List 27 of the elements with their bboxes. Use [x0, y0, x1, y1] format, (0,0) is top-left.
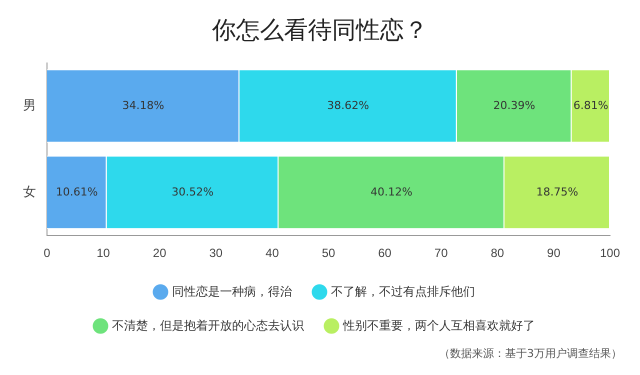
data-label: 30.52%: [172, 185, 214, 198]
x-tick-label: 30: [209, 246, 223, 260]
x-tick-label: 100: [600, 246, 620, 260]
y-tick-label: 女: [23, 184, 36, 199]
text: （数据来源：基于3万用户调查结果）: [439, 346, 622, 361]
legend-label: 不了解，不过有点排斥他们: [331, 284, 475, 298]
x-tick-label: 70: [434, 246, 448, 260]
y-tick-label: 男: [23, 98, 36, 113]
data-label: 6.81%: [573, 98, 608, 112]
x-tick-label: 90: [547, 246, 561, 260]
x-tick-label: 10: [96, 246, 110, 260]
x-tick-label: 20: [152, 246, 167, 260]
chart-title: 你怎么看待同性恋？: [211, 15, 429, 46]
x-tick-label: 40: [266, 246, 280, 260]
data-label: 10.61%: [56, 185, 98, 198]
data-label: 20.39%: [493, 98, 536, 112]
legend-label: 不清楚，但是抱着开放的心态去认识: [112, 318, 304, 332]
data-label: 40.12%: [370, 185, 412, 198]
legend-label: 性别不重要，两个人互相喜欢就好了: [342, 318, 535, 332]
data-label: 38.62%: [327, 98, 370, 112]
x-tick-label: 60: [378, 246, 392, 260]
data-label: 18.75%: [536, 185, 578, 198]
x-tick-label: 0: [44, 246, 51, 260]
data-label: 34.18%: [122, 98, 164, 112]
x-tick-label: 50: [322, 246, 336, 260]
legend-label: 同性恋是一种病，得治: [172, 284, 292, 298]
x-tick-label: 80: [490, 246, 504, 260]
